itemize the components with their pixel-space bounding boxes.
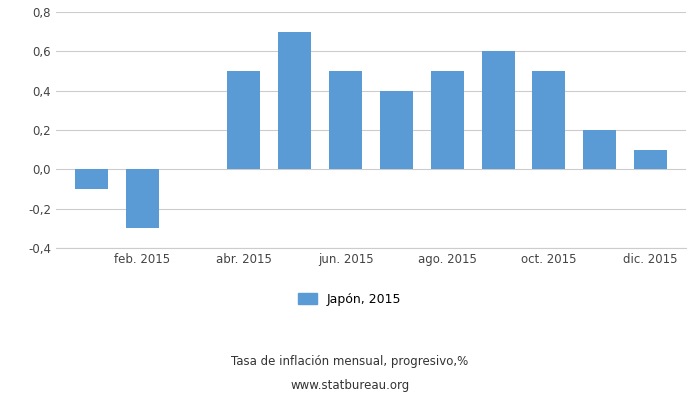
Text: Tasa de inflación mensual, progresivo,%: Tasa de inflación mensual, progresivo,% <box>232 355 468 368</box>
Bar <box>126 169 159 228</box>
Bar <box>75 169 108 189</box>
Text: www.statbureau.org: www.statbureau.org <box>290 379 410 392</box>
Bar <box>634 150 667 169</box>
Bar <box>430 71 463 169</box>
Legend: Japón, 2015: Japón, 2015 <box>298 293 402 306</box>
Bar <box>329 71 362 169</box>
Bar <box>380 91 413 169</box>
Bar <box>482 51 514 169</box>
Bar <box>279 32 312 169</box>
Bar <box>532 71 566 169</box>
Bar <box>228 71 260 169</box>
Bar <box>583 130 616 169</box>
